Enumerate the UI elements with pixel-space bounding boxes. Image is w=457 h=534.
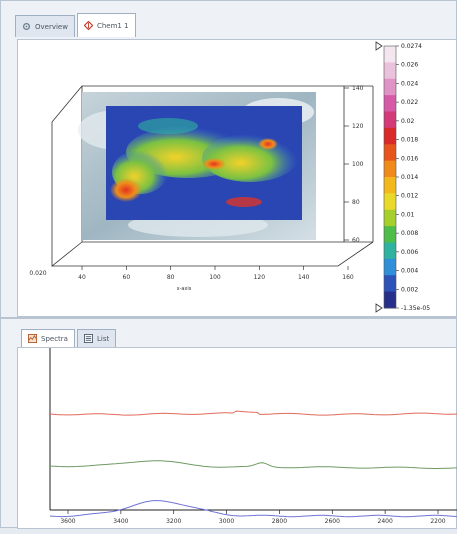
spectra-tick-label: 3200 — [166, 518, 181, 525]
x-tick-label: 60 — [123, 274, 131, 281]
spectrum-line[interactable] — [49, 410, 457, 416]
colorbar-label: 0.024 — [401, 80, 418, 87]
spectra-tick-label: 3000 — [219, 518, 234, 525]
y-axis-ticks: 140 120 100 80 60 — [344, 85, 364, 244]
colorbar-segment — [384, 111, 396, 129]
spectra-icon — [28, 334, 37, 343]
tab-list[interactable]: List — [76, 329, 117, 347]
colorbar-label: 0.006 — [401, 249, 418, 256]
colorbar-label: 0.002 — [401, 286, 418, 293]
x-tick-label: 160 — [342, 274, 354, 281]
tab-spectra-label: Spectra — [41, 334, 68, 343]
colorbar: 0.0274 0.026 0.024 0.022 0.02 0.018 0.016 0.014… — [383, 43, 430, 312]
x-axis-label: x-axis — [177, 286, 192, 292]
spectrum-line[interactable] — [49, 500, 457, 518]
colorbar-segment — [384, 209, 396, 227]
spectra-tick-label: 2600 — [325, 518, 340, 525]
colorbar-segment — [384, 78, 396, 96]
x-axis-ticks: 40 60 80 100 120 140 160 — [78, 266, 354, 281]
tab-chem1[interactable]: Chem1 1 — [76, 13, 136, 37]
diamond-icon — [83, 21, 93, 30]
colorbar-segment — [384, 193, 396, 211]
colorbar-segment — [384, 177, 396, 194]
map-viewport: 40 60 80 100 120 140 160 x-axis 140 120 100 80 60 … — [17, 39, 457, 317]
colorbar-label: 0.01 — [401, 211, 415, 218]
colorbar-segment — [384, 242, 396, 260]
colorbar-segment — [384, 127, 396, 145]
y-tick-label: 60 — [352, 237, 360, 244]
colorbar-label: 0.026 — [401, 62, 418, 69]
colorbar-label: 0.022 — [401, 99, 418, 106]
tab-list-label: List — [96, 334, 110, 343]
x-tick-label: 100 — [209, 274, 221, 281]
x-tick-label: 140 — [298, 274, 310, 281]
colorbar-segment — [384, 291, 396, 309]
map-panel: Overview Chem1 1 — [0, 0, 457, 318]
tab-overview[interactable]: Overview — [15, 15, 75, 37]
spectra-panel: Spectra List 3600 3400 3200 3000 2800 2600 240… — [0, 318, 457, 529]
colorbar-label: 0.008 — [401, 230, 418, 237]
map-3d-view[interactable]: 40 60 80 100 120 140 160 x-axis 1401201008060 … — [18, 40, 457, 318]
colorbar-segment — [384, 95, 396, 112]
spectra-tick-label: 2800 — [272, 518, 287, 525]
colorbar-segment — [384, 46, 396, 63]
colorbar-segment — [384, 62, 396, 80]
tab-spectra[interactable]: Spectra — [21, 329, 75, 347]
spectra-tick-label: 3400 — [113, 518, 128, 525]
colorbar-label: 0.018 — [401, 137, 418, 144]
heatmap-surface — [106, 106, 302, 220]
colorbar-label: 0.02 — [401, 118, 415, 125]
tab-overview-label: Overview — [35, 22, 68, 31]
spectrum-line[interactable] — [49, 460, 457, 469]
colorbar-max-handle[interactable] — [375, 41, 383, 51]
colorbar-segment — [384, 160, 396, 178]
spectra-chart[interactable]: 3600 3400 3200 3000 2800 2600 2400 2200 — [18, 348, 457, 530]
list-icon — [83, 334, 93, 343]
x-tick-label: 120 — [254, 274, 266, 281]
spectra-tick-label: 2200 — [430, 518, 445, 525]
y-tick-label: 140 — [352, 85, 364, 92]
z-axis-tick: 0.020 — [29, 270, 46, 277]
map-tab-strip: Overview Chem1 1 — [15, 13, 138, 39]
colorbar-segment — [384, 144, 396, 162]
colorbar-label: 0.014 — [401, 174, 418, 181]
colorbar-segment — [384, 275, 396, 293]
y-tick-label: 100 — [352, 161, 364, 168]
spectra-tab-strip: Spectra List — [21, 329, 118, 349]
colorbar-label: 0.016 — [401, 155, 418, 162]
x-tick-label: 80 — [167, 274, 175, 281]
colorbar-segment — [384, 258, 396, 276]
y-tick-label: 80 — [352, 199, 360, 206]
spectra-tick-label: 3600 — [60, 518, 75, 525]
spectra-viewport: 3600 3400 3200 3000 2800 2600 2400 2200 — [17, 347, 457, 529]
colorbar-min-handle[interactable] — [375, 303, 383, 313]
spectra-tick-label: 2400 — [378, 518, 393, 525]
spectra-x-ticks: 3600 3400 3200 3000 2800 2600 2400 2200 — [60, 510, 446, 525]
tab-chem1-label: Chem1 1 — [96, 21, 129, 30]
colorbar-label: -1.35e-05 — [401, 305, 430, 312]
colorbar-segment — [384, 226, 396, 243]
colorbar-label: 0.012 — [401, 193, 418, 200]
colorbar-label: 0.0274 — [401, 43, 422, 50]
y-tick-label: 120 — [352, 123, 364, 130]
x-tick-label: 40 — [78, 274, 86, 281]
gear-icon — [22, 22, 31, 31]
colorbar-label: 0.004 — [401, 268, 418, 275]
